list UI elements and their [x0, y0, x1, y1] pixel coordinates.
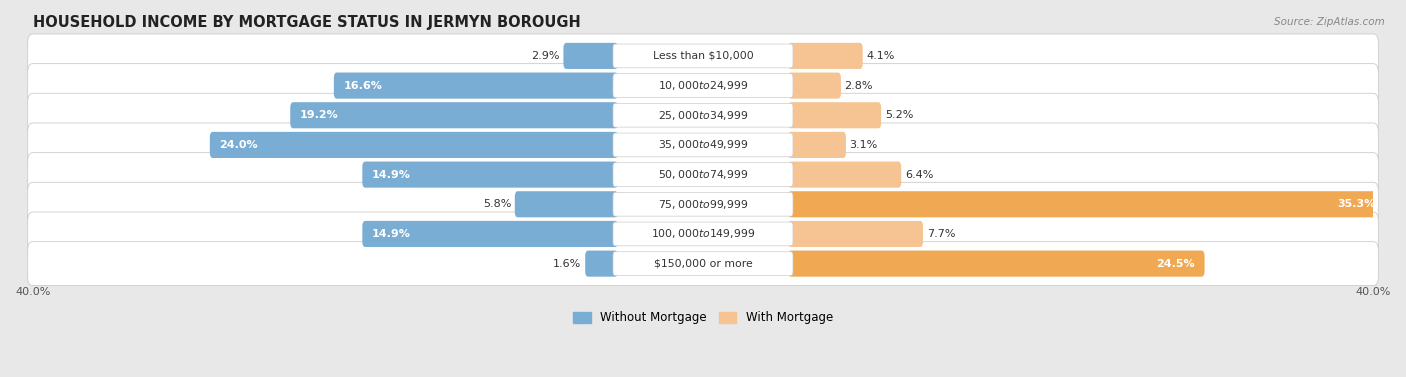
FancyBboxPatch shape	[515, 191, 619, 217]
Text: 5.8%: 5.8%	[482, 199, 512, 209]
FancyBboxPatch shape	[363, 162, 619, 188]
Text: Source: ZipAtlas.com: Source: ZipAtlas.com	[1274, 17, 1385, 27]
FancyBboxPatch shape	[28, 212, 1378, 256]
Text: 6.4%: 6.4%	[905, 170, 934, 179]
FancyBboxPatch shape	[787, 221, 922, 247]
FancyBboxPatch shape	[787, 132, 846, 158]
FancyBboxPatch shape	[787, 251, 1205, 277]
FancyBboxPatch shape	[613, 103, 793, 127]
FancyBboxPatch shape	[613, 222, 793, 246]
FancyBboxPatch shape	[787, 191, 1385, 217]
FancyBboxPatch shape	[787, 72, 841, 99]
FancyBboxPatch shape	[787, 43, 863, 69]
FancyBboxPatch shape	[28, 123, 1378, 167]
FancyBboxPatch shape	[613, 133, 793, 157]
FancyBboxPatch shape	[787, 102, 882, 128]
Text: $35,000 to $49,999: $35,000 to $49,999	[658, 138, 748, 152]
FancyBboxPatch shape	[613, 74, 793, 97]
FancyBboxPatch shape	[28, 93, 1378, 137]
Text: 35.3%: 35.3%	[1337, 199, 1376, 209]
Text: 16.6%: 16.6%	[343, 81, 382, 90]
Text: $150,000 or more: $150,000 or more	[654, 259, 752, 269]
Text: 2.9%: 2.9%	[531, 51, 560, 61]
Legend: Without Mortgage, With Mortgage: Without Mortgage, With Mortgage	[568, 307, 838, 329]
Text: 14.9%: 14.9%	[373, 170, 411, 179]
Text: $50,000 to $74,999: $50,000 to $74,999	[658, 168, 748, 181]
FancyBboxPatch shape	[333, 72, 619, 99]
Text: 3.1%: 3.1%	[849, 140, 877, 150]
Text: $10,000 to $24,999: $10,000 to $24,999	[658, 79, 748, 92]
FancyBboxPatch shape	[290, 102, 619, 128]
FancyBboxPatch shape	[28, 64, 1378, 107]
FancyBboxPatch shape	[613, 252, 793, 276]
FancyBboxPatch shape	[613, 44, 793, 68]
Text: $100,000 to $149,999: $100,000 to $149,999	[651, 227, 755, 241]
FancyBboxPatch shape	[28, 182, 1378, 226]
Text: 4.1%: 4.1%	[866, 51, 894, 61]
Text: 1.6%: 1.6%	[553, 259, 582, 269]
FancyBboxPatch shape	[787, 162, 901, 188]
Text: 14.9%: 14.9%	[373, 229, 411, 239]
FancyBboxPatch shape	[363, 221, 619, 247]
FancyBboxPatch shape	[564, 43, 619, 69]
Text: HOUSEHOLD INCOME BY MORTGAGE STATUS IN JERMYN BOROUGH: HOUSEHOLD INCOME BY MORTGAGE STATUS IN J…	[32, 15, 581, 30]
Text: 5.2%: 5.2%	[884, 110, 914, 120]
FancyBboxPatch shape	[28, 34, 1378, 78]
Text: 19.2%: 19.2%	[299, 110, 339, 120]
FancyBboxPatch shape	[28, 153, 1378, 196]
Text: $75,000 to $99,999: $75,000 to $99,999	[658, 198, 748, 211]
Text: Less than $10,000: Less than $10,000	[652, 51, 754, 61]
FancyBboxPatch shape	[613, 192, 793, 216]
FancyBboxPatch shape	[585, 251, 619, 277]
Text: 24.0%: 24.0%	[219, 140, 259, 150]
Text: 24.5%: 24.5%	[1156, 259, 1195, 269]
FancyBboxPatch shape	[28, 242, 1378, 285]
Text: 2.8%: 2.8%	[845, 81, 873, 90]
Text: $25,000 to $34,999: $25,000 to $34,999	[658, 109, 748, 122]
FancyBboxPatch shape	[613, 163, 793, 187]
FancyBboxPatch shape	[209, 132, 619, 158]
Text: 7.7%: 7.7%	[927, 229, 955, 239]
